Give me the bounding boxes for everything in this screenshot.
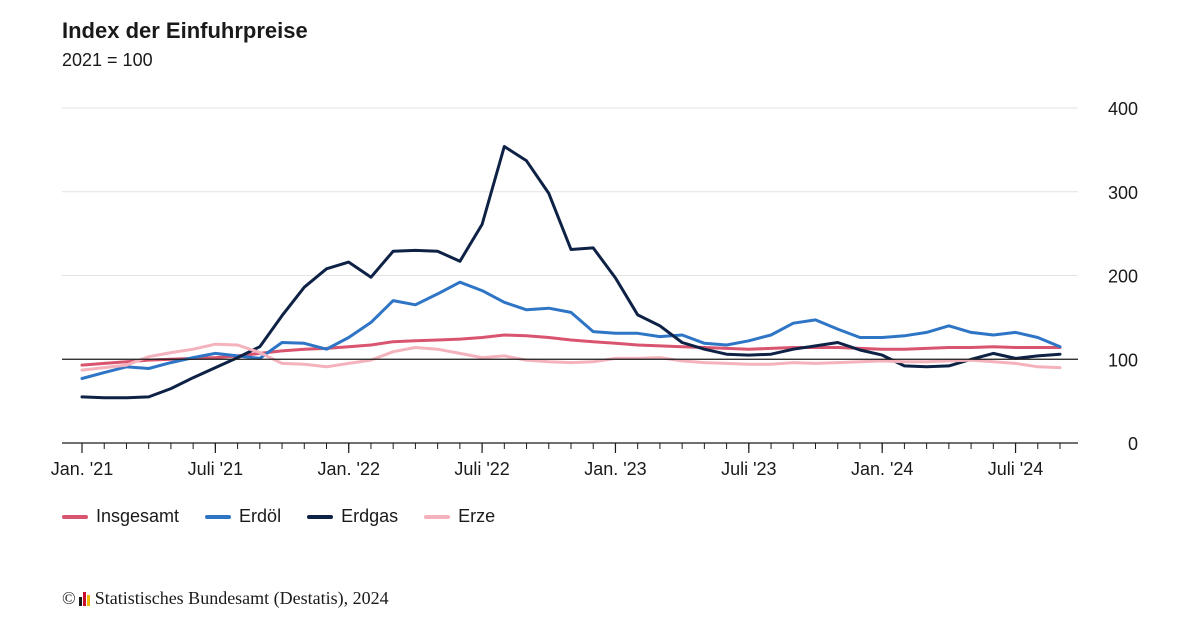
x-tick-label: Juli '21 (188, 459, 243, 479)
y-tick-label-200: 200 (1108, 267, 1138, 287)
destatis-logo-icon (78, 591, 91, 606)
legend-swatch-erze (424, 514, 451, 519)
x-tick-label: Jan. '23 (584, 459, 646, 479)
legend-item-erze[interactable]: Erze (424, 506, 495, 527)
source-note: © Statistisches Bundesamt (Destatis), 20… (62, 588, 389, 609)
legend-item-erdoel[interactable]: Erdöl (205, 506, 281, 527)
series-line-erdoel (80, 280, 1062, 380)
line-chart: 0 100 200 300 400 Jan. '21 Juli '21 Jan. '22 Jul… (51, 99, 1138, 479)
y-tick-label-300: 300 (1108, 183, 1138, 203)
legend-label-erdoel: Erdöl (239, 506, 282, 526)
legend-item-erdgas[interactable]: Erdgas (307, 506, 398, 527)
copyright-symbol: © (62, 588, 76, 608)
legend-swatch-erdgas (307, 514, 334, 519)
series-line-erze (80, 342, 1062, 372)
x-tick-label: Juli '24 (988, 459, 1043, 479)
x-tick-label: Juli '23 (721, 459, 776, 479)
source-text: Statistisches Bundesamt (Destatis), 2024 (94, 588, 389, 608)
y-tick-label-400: 400 (1108, 99, 1138, 119)
x-tick-label: Jan. '24 (851, 459, 913, 479)
x-tick-label: Jan. '22 (317, 459, 379, 479)
legend-label-erze: Erze (458, 506, 496, 526)
y-tick-label-0: 0 (1128, 434, 1138, 454)
x-tick-label: Juli '22 (454, 459, 509, 479)
series-line-erdgas (80, 145, 1062, 400)
chart-title: Index der Einfuhrpreise (62, 18, 308, 43)
legend-swatch-insgesamt (62, 514, 88, 519)
chart-subtitle: 2021 = 100 (62, 50, 153, 70)
legend-swatch-erdoel (205, 514, 232, 519)
legend-label-insgesamt: Insgesamt (96, 506, 180, 526)
legend-label-erdgas: Erdgas (341, 506, 399, 526)
legend-item-insgesamt[interactable]: Insgesamt (62, 506, 179, 527)
x-tick-label: Jan. '21 (51, 459, 113, 479)
chart-legend: Insgesamt Erdöl Erdgas Erze (62, 506, 521, 527)
y-tick-label-100: 100 (1108, 350, 1138, 370)
